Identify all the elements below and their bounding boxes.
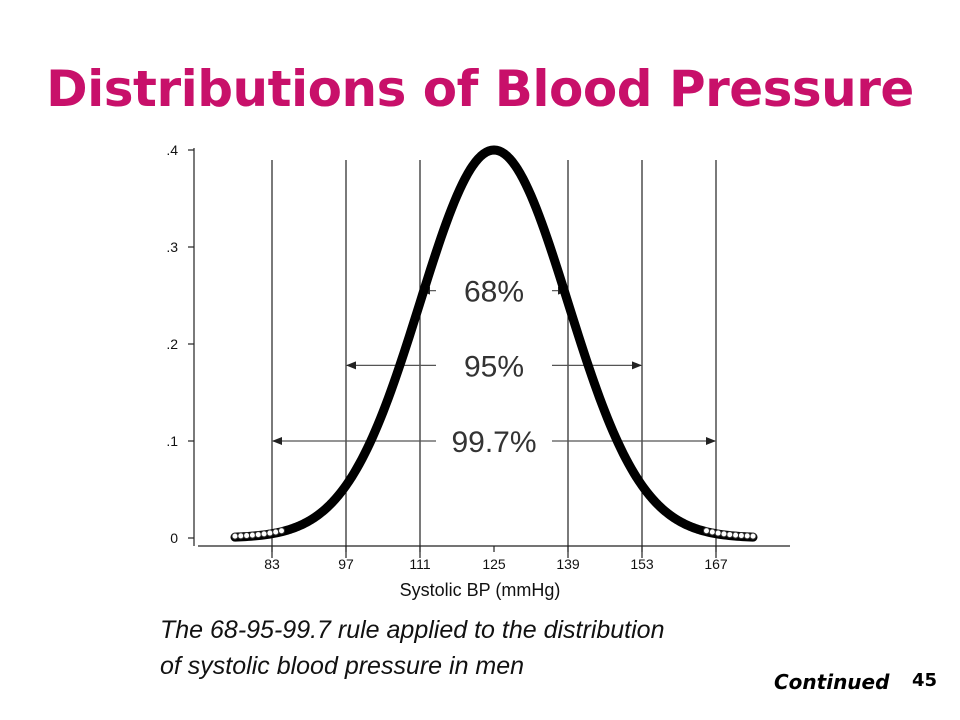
caption: The 68-95-99.7 rule applied to the distr… — [160, 612, 860, 684]
y-tick-label: .2 — [166, 336, 178, 352]
tail-point — [743, 532, 751, 540]
tail-point — [749, 532, 757, 540]
tail-point — [272, 528, 280, 536]
interval-label-2: 99.7% — [451, 426, 536, 459]
tail-point — [732, 531, 740, 539]
x-axis: 83 97 111 125 139 153 167 — [198, 545, 790, 572]
x-tick-label: 167 — [704, 556, 728, 572]
y-tick-label: .3 — [166, 239, 178, 255]
caption-line-1: The 68-95-99.7 rule applied to the distr… — [160, 616, 665, 644]
interval-label-0: 68% — [464, 276, 524, 309]
tail-point — [720, 530, 728, 538]
tail-point — [260, 530, 268, 538]
tail-point — [243, 532, 251, 540]
y-tick-label: .1 — [166, 433, 178, 449]
tail-point — [737, 532, 745, 540]
y-tick-label: 0 — [170, 530, 178, 546]
y-axis: 0 .1 .2 .3 .4 — [166, 142, 195, 546]
x-tick-label: 125 — [482, 556, 506, 572]
tail-point — [708, 528, 716, 536]
interval-arrows — [272, 286, 716, 445]
tail-point — [278, 527, 286, 535]
vertical-lines — [271, 160, 717, 558]
density-curve-path — [230, 145, 758, 542]
interval-label-1: 95% — [464, 350, 524, 383]
tail-point — [726, 531, 734, 539]
x-tick-label: 97 — [338, 556, 354, 572]
tail-point — [248, 531, 256, 539]
continued-label: Continued — [774, 670, 890, 694]
caption-line-2: of systolic blood pressure in men — [160, 652, 525, 680]
page-number: 45 — [912, 670, 938, 691]
x-tick-label: 83 — [264, 556, 280, 572]
x-axis-label: Systolic BP (mmHg) — [400, 580, 561, 600]
normal-distribution-chart: 68% 95% 99.7% 0 .1 .2 .3 .4 83 97 111 125 139 153 16… — [166, 142, 790, 600]
x-tick-label: 153 — [630, 556, 654, 572]
x-tick-label: 139 — [556, 556, 580, 572]
x-tick-label: 111 — [409, 556, 430, 572]
tail-point — [702, 527, 710, 535]
tail-point — [714, 529, 722, 537]
tail-point — [254, 531, 262, 539]
interval-labels: 68% 95% 99.7% — [451, 276, 536, 459]
tail-point — [237, 532, 245, 540]
density-curve — [230, 145, 758, 542]
tail-point — [231, 532, 239, 540]
slide-title: Distributions of Blood Pressure — [46, 60, 914, 118]
tail-point — [266, 529, 274, 537]
y-tick-label: .4 — [166, 142, 178, 158]
